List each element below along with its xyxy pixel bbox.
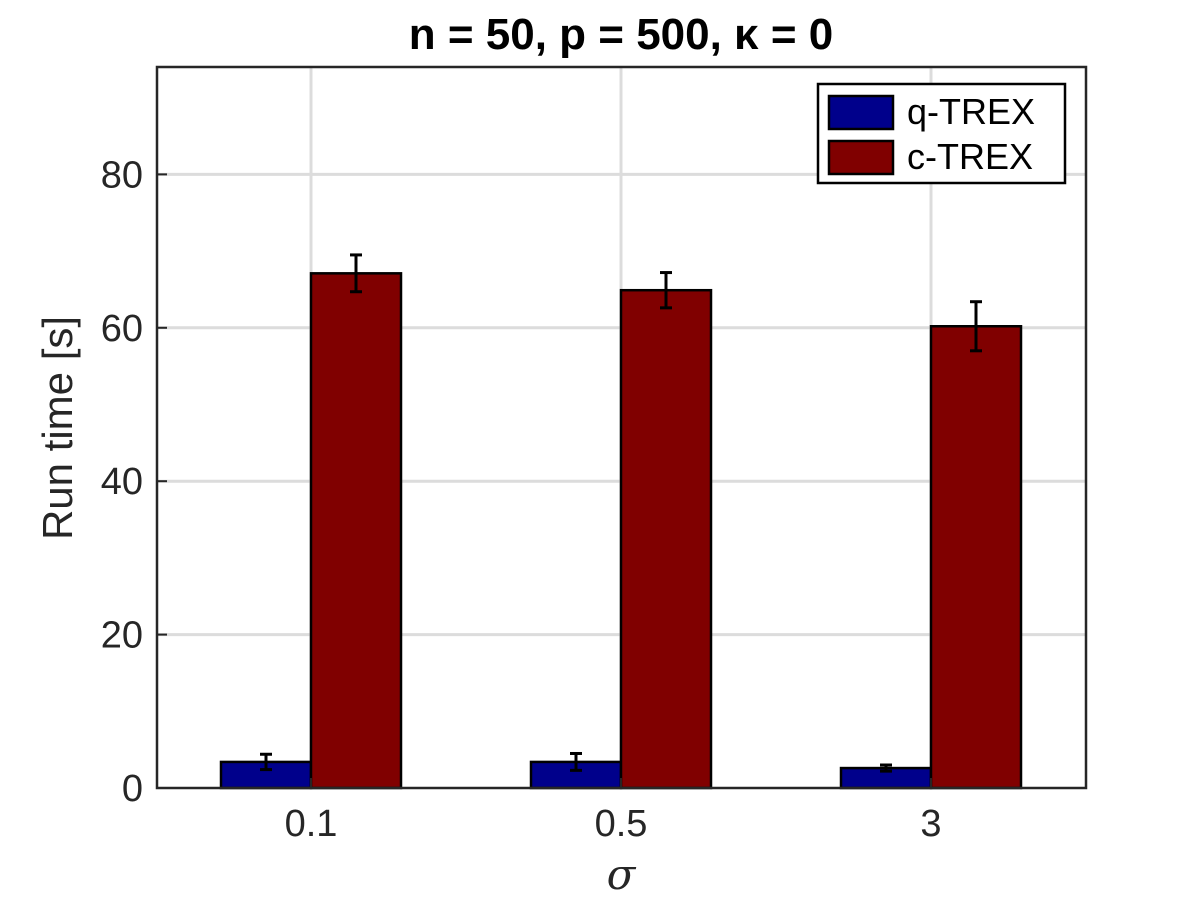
y-tick-label: 60 (101, 308, 143, 350)
chart-title: n = 50, p = 500, κ = 0 (409, 10, 833, 59)
bar-c-trex-0.5 (619, 288, 713, 790)
x-axis-label: σ (607, 850, 637, 899)
y-tick-label: 0 (122, 768, 143, 810)
y-axis-label: Run time [s] (34, 316, 81, 540)
x-tick-label: 0.1 (285, 803, 338, 845)
bar-c-trex-0.1 (309, 272, 403, 790)
y-tick-label: 40 (101, 461, 143, 503)
x-tick-label: 3 (920, 803, 941, 845)
legend-label: c-TREX (907, 136, 1033, 177)
x-tick-label: 0.5 (595, 803, 648, 845)
legend-swatch-q-trex (827, 94, 895, 131)
y-tick-label: 20 (101, 615, 143, 657)
y-tick-label: 80 (101, 154, 143, 196)
bar-c-trex-3 (929, 325, 1023, 790)
legend-swatch-c-trex (827, 139, 895, 176)
legend-label: q-TREX (907, 91, 1035, 132)
bars-group (219, 253, 1023, 790)
y-ticks: 0 20 40 60 80 (101, 154, 167, 810)
x-ticks: 0.1 0.5 3 (285, 778, 942, 845)
